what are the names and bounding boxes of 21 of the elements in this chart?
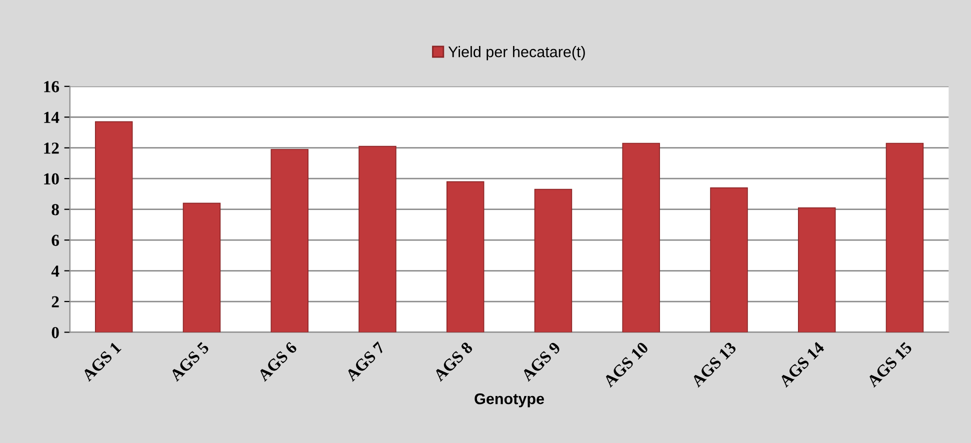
y-tick-label: 16 [44,81,60,92]
bar [798,207,836,332]
y-tick-label: 4 [51,266,60,277]
bar [182,202,221,332]
legend-label: Yield per hecatare(t) [448,46,585,60]
bar [270,148,308,332]
bar [622,142,660,332]
bar [446,181,484,332]
y-tick-label: 10 [44,173,59,185]
y-tick-label: 6 [52,234,60,246]
bar [534,188,572,332]
bar [358,146,396,332]
bar [710,187,748,332]
bar [886,142,924,332]
y-tick-label: 2 [52,296,59,308]
y-tick-label: 8 [52,204,59,216]
x-axis-title: Genotype [474,393,544,408]
y-tick-label: 12 [44,142,59,154]
y-tick-label: 0 [52,326,59,338]
bar [94,121,133,332]
y-tick-label: 14 [44,112,60,123]
